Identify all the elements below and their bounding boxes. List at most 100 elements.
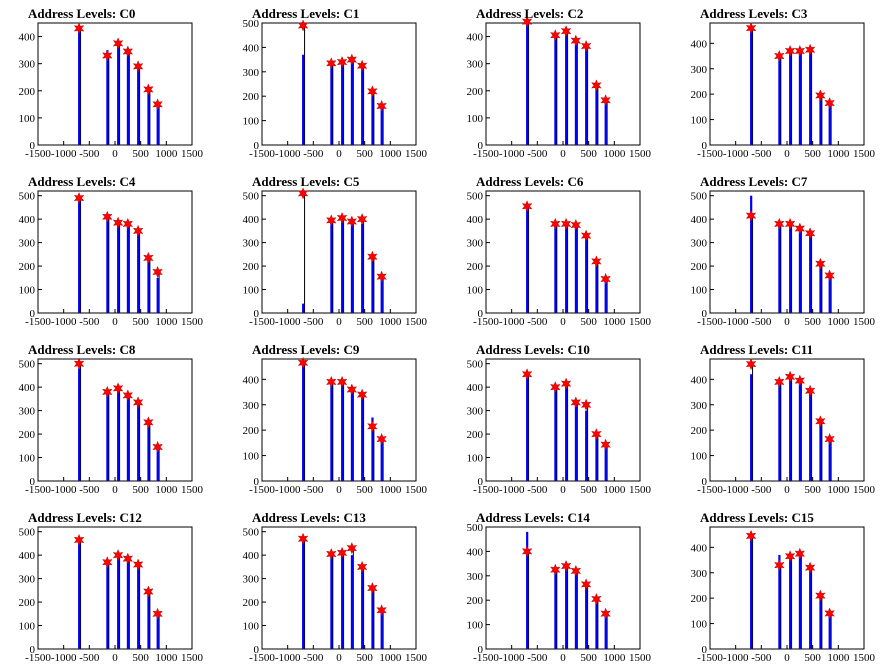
y-tick-label: 400 — [467, 546, 484, 558]
level-bar — [750, 374, 753, 481]
peak-marker — [815, 589, 826, 602]
y-tick-label: 100 — [467, 453, 484, 465]
peak-marker — [376, 270, 387, 283]
peak-marker — [132, 558, 144, 571]
y-tick-label: 100 — [467, 285, 484, 297]
peak-marker — [550, 29, 561, 42]
x-tick-label: 1000 — [379, 484, 402, 496]
chart-panel-c11: 0 100 200 300 400 -1500 -1000 -500 0 500 1000 1500 A… — [672, 336, 896, 504]
peak-marker — [356, 388, 368, 401]
x-tick-label: 1000 — [155, 484, 178, 496]
level-bar — [574, 570, 578, 649]
level-bar — [585, 585, 588, 649]
level-bar — [147, 259, 150, 313]
chart-title: Address Levels: C6 — [476, 174, 584, 189]
plot-frame — [485, 190, 641, 314]
chart-title: Address Levels: C0 — [28, 6, 136, 21]
chart-svg: 0 100 200 300 400 500 -1500 -1000 -500 0 500 1000 15… — [19, 190, 204, 328]
level-bar — [828, 277, 831, 313]
level-bar — [828, 101, 831, 145]
level-bar — [137, 566, 140, 649]
x-tick-label: -1000 — [275, 316, 301, 328]
x-tick-label: -500 — [527, 652, 548, 664]
level-bar — [330, 555, 333, 649]
peak-marker — [600, 94, 611, 107]
level-bar — [819, 266, 822, 313]
y-tick-label: 0 — [478, 308, 484, 320]
peak-marker — [112, 382, 124, 395]
level-bar — [574, 226, 578, 313]
peak-marker — [550, 217, 561, 230]
x-tick-label: -500 — [527, 484, 548, 496]
peak-marker — [794, 374, 806, 387]
peak-marker — [560, 25, 572, 38]
level-bar — [361, 569, 364, 649]
level-bar — [595, 600, 598, 649]
y-tick-label: 500 — [243, 18, 260, 30]
y-tick-label: 100 — [467, 620, 484, 632]
level-bar — [380, 105, 383, 145]
chart-panel-c8: 0 100 200 300 400 500 -1500 -1000 -500 0 500 1000 15… — [0, 336, 224, 504]
level-bar — [117, 223, 120, 313]
chart-panel-c13: 0 100 200 300 400 500 -1500 -1000 -500 0 500 1000 15… — [224, 504, 448, 672]
peak-marker — [591, 79, 602, 92]
x-tick-label: -500 — [751, 652, 772, 664]
plot-frame — [261, 190, 417, 314]
peak-marker — [774, 217, 785, 230]
x-tick-label: -1500 — [25, 484, 51, 496]
x-tick-label: 1500 — [853, 484, 876, 496]
x-tick-label: 1000 — [155, 652, 178, 664]
y-tick-label: 400 — [467, 214, 484, 226]
y-tick-label: 300 — [243, 574, 260, 586]
x-tick-label: -1000 — [499, 652, 525, 664]
x-tick-label: 1500 — [181, 484, 204, 496]
level-bar — [595, 259, 598, 313]
plot-frame — [485, 22, 641, 146]
peak-marker — [367, 581, 378, 595]
chart-panel-c14: 0 100 200 300 400 500 -1500 -1000 -500 0 500 1000 15… — [448, 504, 672, 672]
x-tick-label: -1000 — [51, 484, 77, 496]
x-tick-label: -1000 — [499, 148, 525, 160]
level-bar — [604, 445, 607, 481]
level-bar — [371, 91, 374, 145]
y-tick-label: 500 — [19, 359, 36, 371]
peak-marker — [824, 433, 835, 446]
level-bar — [526, 531, 529, 649]
chart-svg: 0 100 200 300 400 -1500 -1000 -500 0 500 1000 1500 — [19, 22, 204, 160]
peak-marker — [794, 44, 806, 57]
chart-panel-c10: 0 100 200 300 400 500 -1500 -1000 -500 0 500 1000 15… — [448, 336, 672, 504]
plot-frame — [261, 22, 417, 146]
peak-marker — [521, 368, 533, 381]
x-tick-label: 1000 — [827, 652, 850, 664]
peak-marker — [784, 217, 796, 230]
x-tick-label: 500 — [580, 148, 597, 160]
y-tick-label: 0 — [30, 644, 36, 656]
y-tick-label: 100 — [243, 451, 260, 463]
peak-marker — [122, 389, 134, 402]
x-tick-label: 0 — [784, 652, 790, 664]
y-tick-label: 100 — [691, 451, 708, 463]
chart-svg: 0 100 200 300 400 500 -1500 -1000 -500 0 500 1000 15… — [243, 187, 428, 328]
level-bar — [778, 223, 781, 313]
y-tick-label: 300 — [467, 406, 484, 418]
chart-svg: 0 100 200 300 400 500 -1500 -1000 -500 0 500 1000 15… — [243, 18, 428, 160]
level-bar — [798, 50, 802, 146]
x-tick-label: 0 — [560, 484, 566, 496]
peak-marker — [560, 217, 572, 230]
level-bar — [380, 437, 383, 481]
peak-marker — [591, 592, 602, 606]
y-tick-label: 400 — [243, 550, 260, 562]
x-tick-label: 0 — [784, 148, 790, 160]
peak-marker — [143, 585, 154, 598]
y-tick-label: 200 — [243, 597, 260, 609]
x-tick-label: -1500 — [25, 148, 51, 160]
x-tick-label: 500 — [356, 316, 373, 328]
y-tick-label: 100 — [243, 116, 260, 128]
y-tick-label: 300 — [243, 238, 260, 250]
level-bar — [604, 612, 607, 649]
x-tick-label: 0 — [336, 652, 342, 664]
level-bar — [604, 98, 607, 145]
level-bar — [750, 30, 753, 145]
level-bar — [809, 392, 812, 481]
y-tick-label: 200 — [467, 86, 484, 98]
